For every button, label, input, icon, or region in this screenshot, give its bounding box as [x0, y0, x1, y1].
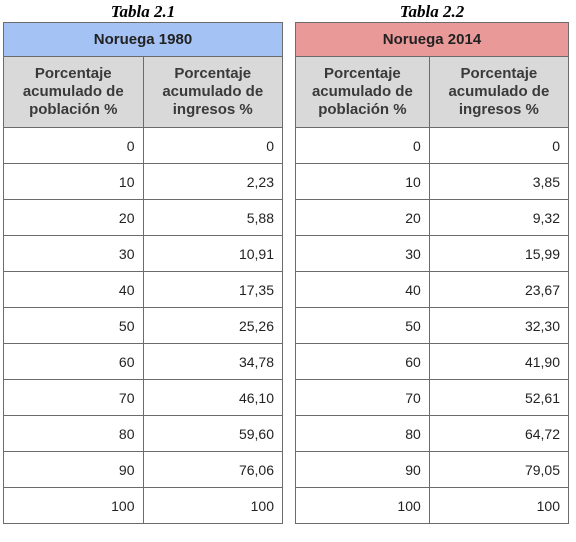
population-cell: 20	[295, 199, 430, 236]
table-caption: Tabla 2.1	[110, 2, 176, 21]
table-block-1980: Tabla 2.1 Noruega 1980 Porcentaje acumul…	[3, 0, 283, 524]
population-cell: 0	[295, 127, 430, 164]
table-row: 50 32,30	[295, 307, 570, 344]
table-row: 40 17,35	[3, 271, 283, 308]
income-cell: 25,26	[142, 307, 283, 344]
table-row: 100 100	[3, 487, 283, 524]
income-cell: 34,78	[142, 343, 283, 380]
income-cell: 0	[428, 127, 570, 164]
column-header-population: Porcentaje acumulado de población %	[3, 56, 144, 128]
population-cell: 0	[3, 127, 144, 164]
population-cell: 40	[3, 271, 144, 308]
table-row: 10 3,85	[295, 163, 570, 200]
population-cell: 50	[295, 307, 430, 344]
income-cell: 64,72	[428, 415, 570, 452]
table-row: 30 15,99	[295, 235, 570, 272]
column-header-income: Porcentaje acumulado de ingresos %	[428, 56, 570, 128]
table-row: 20 9,32	[295, 199, 570, 236]
income-cell: 3,85	[428, 163, 570, 200]
population-cell: 30	[295, 235, 430, 272]
income-cell: 15,99	[428, 235, 570, 272]
population-cell: 80	[3, 415, 144, 452]
table-row: 20 5,88	[3, 199, 283, 236]
population-cell: 40	[295, 271, 430, 308]
population-cell: 80	[295, 415, 430, 452]
income-cell: 100	[142, 487, 283, 524]
income-cell: 32,30	[428, 307, 570, 344]
table-row: 30 10,91	[3, 235, 283, 272]
table-row: 60 34,78	[3, 343, 283, 380]
table-row: 80 59,60	[3, 415, 283, 452]
income-cell: 100	[428, 487, 570, 524]
income-cell: 76,06	[142, 451, 283, 488]
population-cell: 20	[3, 199, 144, 236]
table-caption: Tabla 2.2	[399, 2, 465, 21]
population-cell: 100	[3, 487, 144, 524]
income-cell: 41,90	[428, 343, 570, 380]
table-row: 60 41,90	[295, 343, 570, 380]
table-row: 100 100	[295, 487, 570, 524]
column-header-income: Porcentaje acumulado de ingresos %	[142, 56, 283, 128]
income-cell: 17,35	[142, 271, 283, 308]
income-cell: 9,32	[428, 199, 570, 236]
table-block-2014: Tabla 2.2 Noruega 2014 Porcentaje acumul…	[295, 0, 570, 524]
income-cell: 79,05	[428, 451, 570, 488]
population-cell: 90	[295, 451, 430, 488]
income-cell: 5,88	[142, 199, 283, 236]
table-row: 90 79,05	[295, 451, 570, 488]
population-cell: 90	[3, 451, 144, 488]
table-row: 70 46,10	[3, 379, 283, 416]
population-cell: 100	[295, 487, 430, 524]
population-cell: 10	[295, 163, 430, 200]
column-header-population: Porcentaje acumulado de población %	[295, 56, 430, 128]
population-cell: 70	[295, 379, 430, 416]
table-title: Noruega 2014	[295, 22, 569, 57]
table-row: 80 64,72	[295, 415, 570, 452]
table-row: 10 2,23	[3, 163, 283, 200]
income-cell: 10,91	[142, 235, 283, 272]
population-cell: 60	[295, 343, 430, 380]
table-row: 90 76,06	[3, 451, 283, 488]
table-row: 50 25,26	[3, 307, 283, 344]
income-cell: 52,61	[428, 379, 570, 416]
table-title: Noruega 1980	[3, 22, 283, 57]
income-cell: 46,10	[142, 379, 283, 416]
population-cell: 60	[3, 343, 144, 380]
table-row: 40 23,67	[295, 271, 570, 308]
income-cell: 59,60	[142, 415, 283, 452]
population-cell: 10	[3, 163, 144, 200]
population-cell: 50	[3, 307, 144, 344]
income-cell: 0	[142, 127, 283, 164]
data-table-1980: Noruega 1980 Porcentaje acumulado de pob…	[3, 22, 283, 524]
population-cell: 30	[3, 235, 144, 272]
income-cell: 23,67	[428, 271, 570, 308]
income-cell: 2,23	[142, 163, 283, 200]
data-table-2014: Noruega 2014 Porcentaje acumulado de pob…	[295, 22, 570, 524]
population-cell: 70	[3, 379, 144, 416]
table-row: 70 52,61	[295, 379, 570, 416]
